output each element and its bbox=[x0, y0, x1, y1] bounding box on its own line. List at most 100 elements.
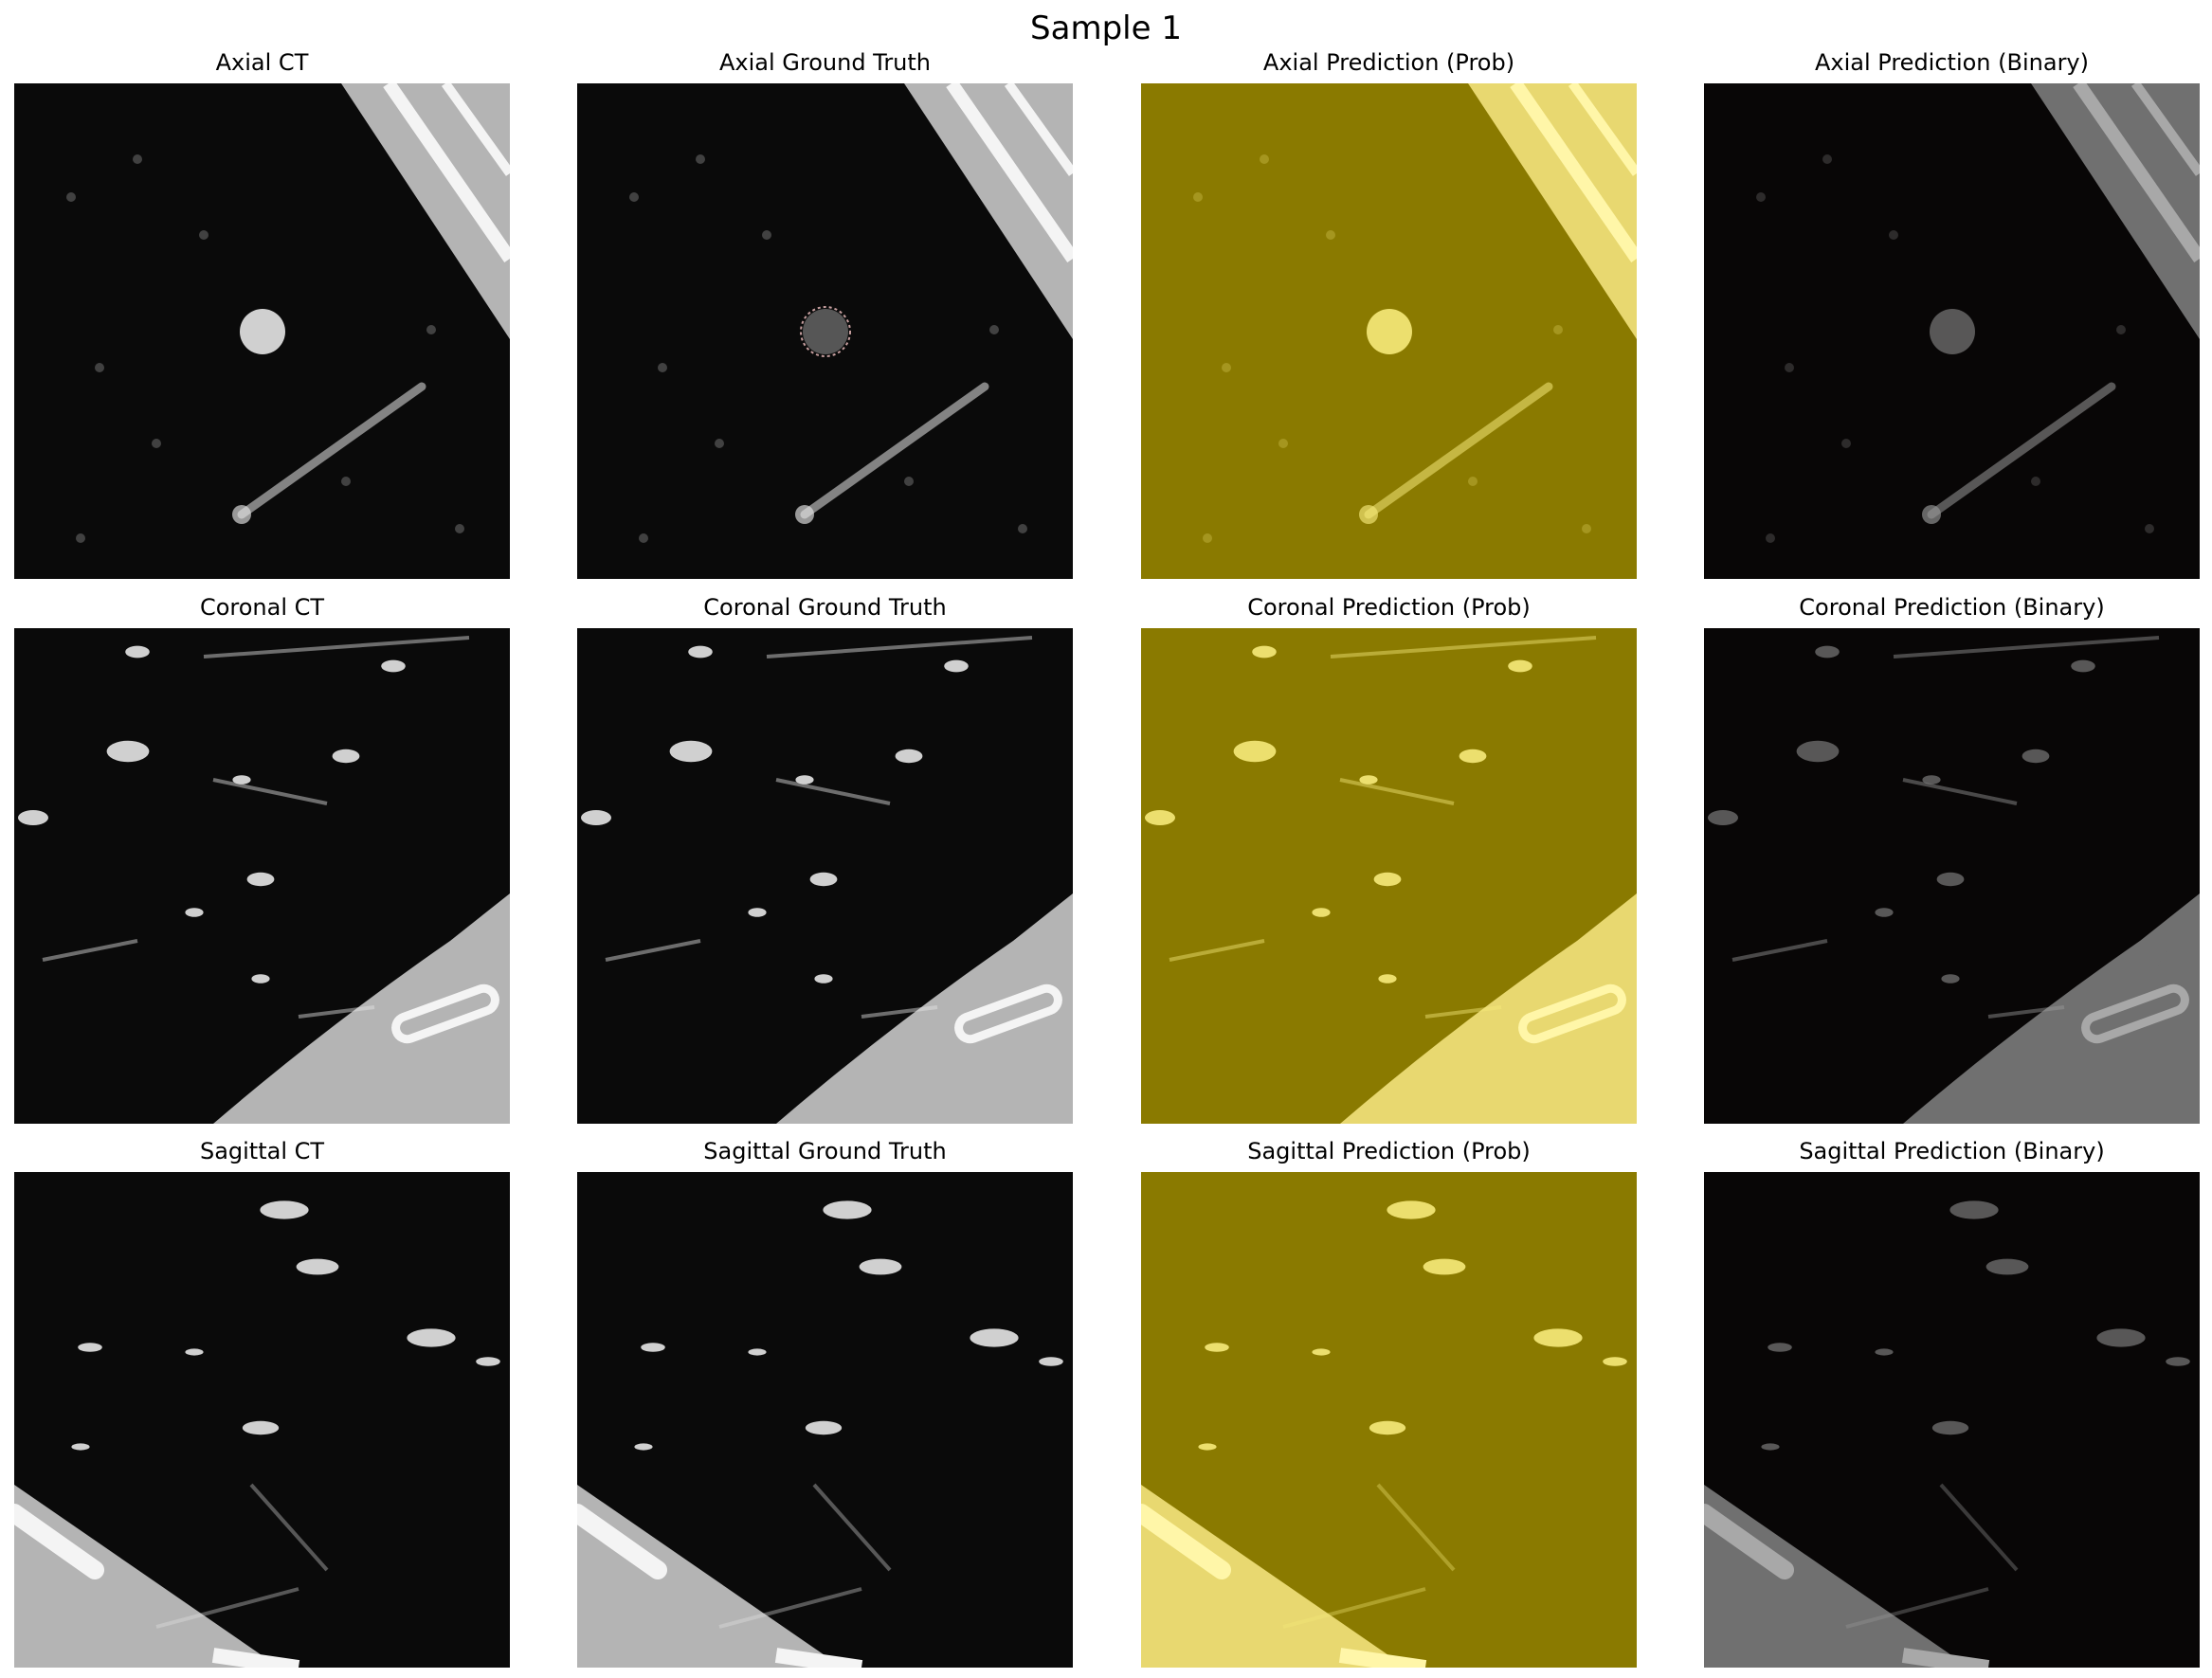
vessel-dot bbox=[715, 439, 724, 448]
vessel-dot bbox=[133, 154, 142, 164]
vessel-spot bbox=[1985, 1258, 2029, 1275]
vessel bbox=[1364, 382, 1553, 519]
vessel bbox=[1987, 1005, 2065, 1019]
vessel bbox=[203, 636, 470, 659]
vessel-spot bbox=[1252, 645, 1277, 659]
panel-title: Axial Ground Truth bbox=[718, 49, 932, 76]
vessel-spot bbox=[581, 810, 611, 825]
vessel-spot bbox=[1941, 974, 1960, 983]
vessel bbox=[766, 636, 1033, 659]
diaphragm bbox=[1704, 893, 2200, 1124]
vessel-spot bbox=[1039, 1357, 1063, 1366]
vessel-spot bbox=[1459, 749, 1487, 764]
rib-edge bbox=[1510, 83, 1637, 262]
rib-edge bbox=[1141, 1504, 1231, 1579]
sagittal-prediction-binary-image bbox=[1704, 1172, 2200, 1668]
vessel-spot bbox=[1533, 1328, 1583, 1347]
vessel-spot bbox=[18, 810, 48, 825]
vessel-spot bbox=[1875, 908, 1894, 917]
vessel-spot bbox=[2071, 659, 2095, 673]
rib-edge bbox=[1004, 83, 1073, 176]
vessel-dot bbox=[76, 533, 85, 543]
rib-edge bbox=[441, 83, 510, 176]
panel-title: Sagittal Prediction (Binary) bbox=[1799, 1138, 2105, 1164]
vessel-spot bbox=[1373, 872, 1402, 887]
panel-title: Coronal CT bbox=[199, 594, 325, 621]
rib-edge bbox=[2130, 83, 2200, 176]
axial-prediction-binary-image bbox=[1704, 83, 2200, 579]
rib-edge bbox=[1568, 83, 1637, 176]
vessel-spot bbox=[1387, 1200, 1436, 1219]
vessel bbox=[232, 505, 251, 524]
vessel-spot bbox=[296, 1258, 339, 1275]
vessel-dot bbox=[66, 192, 76, 202]
vessel bbox=[1845, 1587, 1989, 1629]
vessel-spot bbox=[1708, 810, 1738, 825]
vessel-dot bbox=[1841, 439, 1851, 448]
ground-truth-contour bbox=[800, 306, 851, 357]
coronal-prediction-binary-image bbox=[1704, 628, 2200, 1124]
chest-wall bbox=[341, 83, 510, 339]
panel-title: Axial Prediction (Prob) bbox=[1262, 49, 1515, 76]
axial-prediction-prob-image bbox=[1141, 83, 1637, 579]
panel-title: Sagittal Prediction (Prob) bbox=[1247, 1138, 1531, 1164]
vessel-spot bbox=[1359, 775, 1378, 785]
rib-cross-section bbox=[2081, 983, 2189, 1044]
vessel-spot bbox=[1949, 1200, 1999, 1219]
vessel-dot bbox=[629, 192, 639, 202]
rib-edge bbox=[774, 1648, 863, 1668]
vessel bbox=[155, 1587, 299, 1629]
vessel-spot bbox=[970, 1328, 1019, 1347]
vessel bbox=[1732, 939, 1828, 962]
nodule bbox=[1930, 309, 1975, 354]
vessel-spot bbox=[1768, 1343, 1792, 1352]
vessel bbox=[861, 1005, 938, 1019]
panel-title: Axial Prediction (Binary) bbox=[1815, 49, 2089, 76]
vessel-spot bbox=[1931, 1420, 1969, 1435]
vessel-dot bbox=[1278, 439, 1288, 448]
vessel-spot bbox=[185, 1348, 204, 1356]
vessel bbox=[1359, 505, 1378, 524]
vessel-spot bbox=[1369, 1420, 1406, 1435]
vessel-dot bbox=[152, 439, 161, 448]
vessel bbox=[1893, 636, 2160, 659]
vessel-dot bbox=[1018, 524, 1027, 533]
panel-title: Axial CT bbox=[215, 49, 309, 76]
vessel-dot bbox=[341, 477, 351, 486]
vessel-spot bbox=[2166, 1357, 2190, 1366]
vessel-dot bbox=[2145, 524, 2154, 533]
vessel-dot bbox=[1766, 533, 1775, 543]
coronal-prediction-prob-image bbox=[1141, 628, 1637, 1124]
nodule bbox=[803, 309, 848, 354]
panel-title: Sagittal Ground Truth bbox=[703, 1138, 947, 1164]
rib-cross-section bbox=[1518, 983, 1626, 1044]
vessel-dot bbox=[1468, 477, 1478, 486]
vessel-spot bbox=[125, 645, 150, 659]
vessel-spot bbox=[1508, 659, 1532, 673]
vessel bbox=[1922, 505, 1941, 524]
vessel-spot bbox=[823, 1200, 872, 1219]
sagittal-ground-truth-image bbox=[577, 1172, 1073, 1668]
vessel bbox=[1376, 1483, 1456, 1572]
soft-tissue bbox=[1029, 912, 1073, 998]
vessel-spot bbox=[242, 1420, 280, 1435]
vessel-spot bbox=[106, 740, 150, 763]
rib-edge bbox=[211, 1648, 300, 1668]
vessel-spot bbox=[1922, 775, 1941, 785]
nodule bbox=[1367, 309, 1412, 354]
vessel bbox=[812, 1483, 892, 1572]
panel-title: Coronal Prediction (Binary) bbox=[1799, 594, 2105, 621]
chest-wall bbox=[1468, 83, 1637, 339]
vessel-dot bbox=[1889, 230, 1898, 240]
posterior-wall bbox=[1141, 1485, 1406, 1668]
posterior-wall bbox=[14, 1485, 280, 1668]
vessel bbox=[1339, 778, 1455, 805]
vessel-spot bbox=[1936, 872, 1965, 887]
rib-cross-section bbox=[954, 983, 1062, 1044]
vessel-dot bbox=[696, 154, 705, 164]
rib-edge bbox=[14, 1504, 104, 1579]
vessel-spot bbox=[332, 749, 360, 764]
vessel bbox=[1424, 1005, 1502, 1019]
vessel-spot bbox=[688, 645, 713, 659]
vessel-dot bbox=[2116, 325, 2126, 334]
